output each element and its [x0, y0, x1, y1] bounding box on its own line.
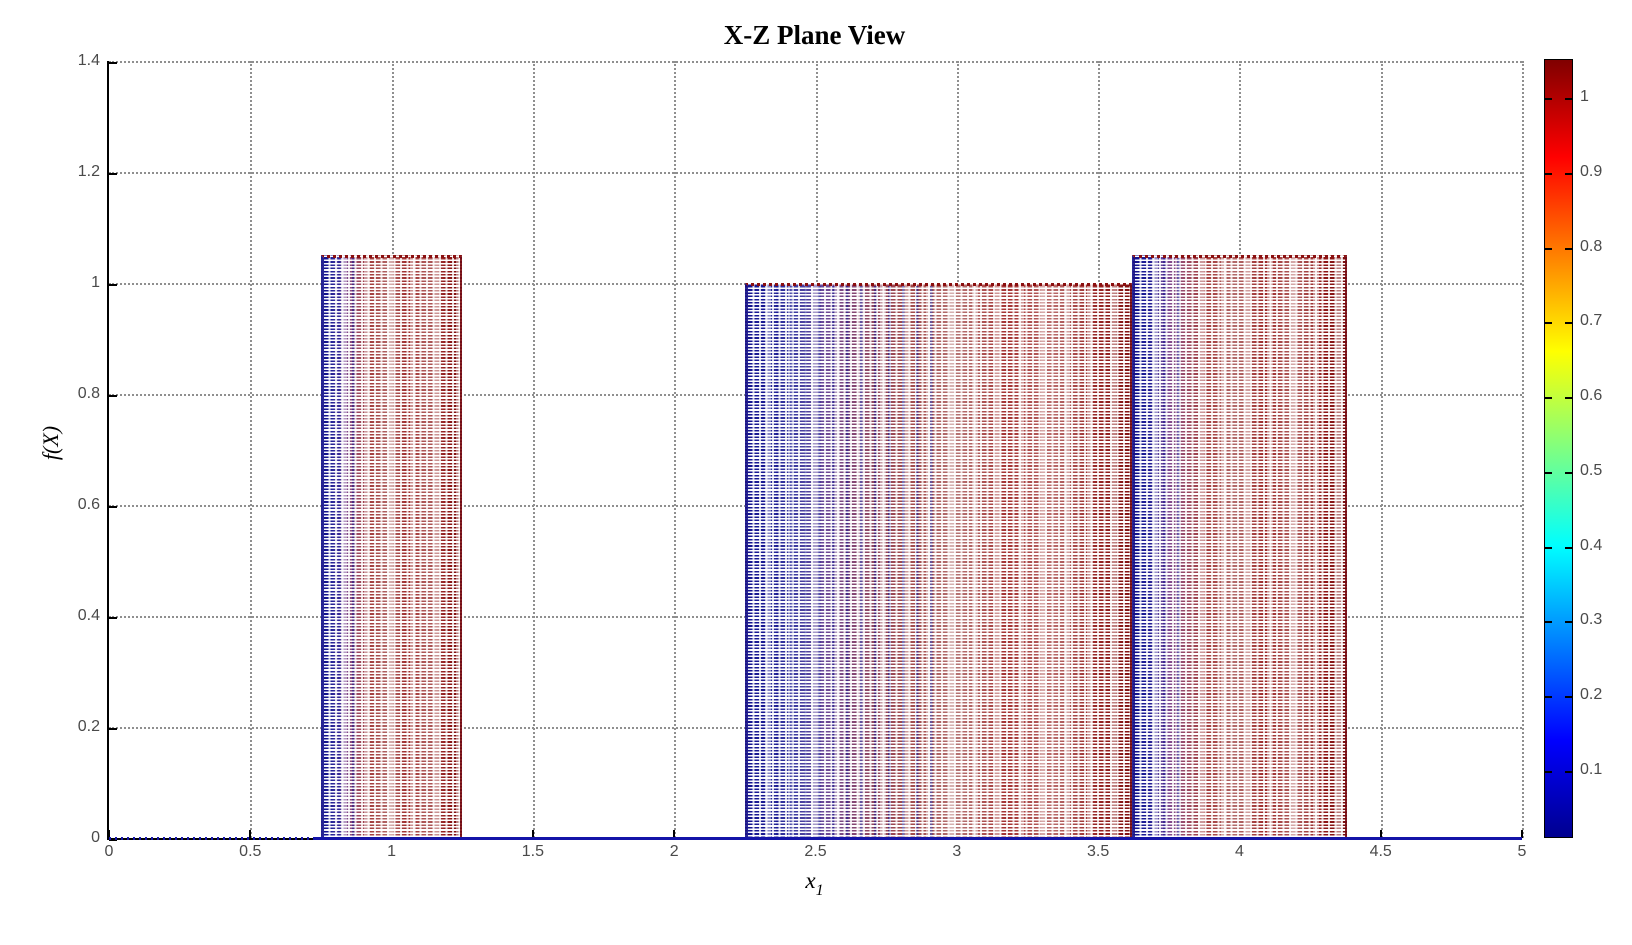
colorbar-tick-mark: [1545, 471, 1552, 474]
x-gridline: [1380, 61, 1383, 838]
y-tick-label: 1.4: [77, 52, 100, 69]
colorbar-tick-mark: [1545, 173, 1552, 176]
colorbar-tick-mark: [1565, 471, 1572, 474]
colorbar-tick-label: 0.6: [1580, 387, 1603, 405]
colorbar-tick-mark: [1565, 546, 1572, 549]
x-tick-label: 1: [387, 843, 397, 860]
y-tick-mark: [109, 62, 117, 64]
colorbar-tick-mark: [1545, 696, 1552, 699]
y-tick-mark: [109, 728, 117, 730]
colorbar-tick-mark: [1565, 696, 1572, 699]
y-tick-mark: [109, 284, 117, 286]
colorbar-tick-mark: [1545, 98, 1552, 101]
x-tick-mark: [249, 830, 252, 838]
y-tick-mark: [109, 839, 117, 841]
colorbar-tick-mark: [1565, 98, 1572, 101]
y-tick-label: 0.4: [77, 607, 100, 624]
mesh-block: [744, 283, 1132, 838]
x-axis-label-base: x: [805, 868, 816, 893]
x-tick-label: 2.5: [804, 843, 827, 860]
colorbar-tick-label: 0.2: [1580, 686, 1603, 704]
colorbar-tick-mark: [1545, 322, 1552, 325]
chart-title: X-Z Plane View: [723, 20, 906, 50]
x-axis-label-subscript: 1: [815, 882, 824, 899]
mesh-block-blue-stripes: [323, 258, 360, 838]
mesh-block-blue-stripes: [747, 286, 939, 838]
x-tick-mark: [108, 830, 110, 838]
y-axis-label: f(X): [38, 425, 64, 461]
colorbar-tick-mark: [1565, 173, 1572, 176]
x-tick-label: 4: [1234, 843, 1244, 860]
x-gridline: [532, 61, 535, 838]
x-tick-label: 0.5: [239, 843, 262, 860]
y-tick-label: 1: [91, 274, 100, 291]
mesh-block: [1132, 255, 1347, 838]
y-tick-label: 1.2: [77, 163, 100, 180]
colorbar-tick-label: 0.4: [1580, 536, 1603, 554]
x-tick-label: 4.5: [1369, 843, 1392, 860]
colorbar-tick-mark: [1545, 397, 1552, 400]
colorbar-tick-label: 0.8: [1580, 237, 1603, 255]
x-tick-mark: [1521, 830, 1523, 838]
colorbar-tick-mark: [1545, 546, 1552, 549]
colorbar-tick-mark: [1565, 621, 1572, 624]
x-tick-mark: [1379, 830, 1382, 838]
y-tick-mark: [109, 506, 117, 508]
x-tick-label: 0: [104, 843, 114, 860]
colorbar-tick-mark: [1565, 770, 1572, 773]
y-tick-mark: [109, 173, 117, 175]
x-tick-label: 3.5: [1086, 843, 1110, 860]
x-gridline: [1522, 61, 1524, 838]
colorbar-tick-label: 1: [1580, 88, 1589, 106]
x-tick-mark: [531, 830, 534, 838]
y-gridline: [109, 172, 1522, 174]
x-tick-label: 1.5: [521, 843, 545, 860]
x-tick-label: 2: [669, 843, 679, 860]
y-tick-label: 0.6: [77, 496, 100, 513]
y-tick-label: 0.2: [77, 718, 100, 735]
colorbar-tick-label: 0.5: [1580, 461, 1603, 479]
colorbar-tick-mark: [1545, 247, 1552, 250]
x-gridline: [674, 61, 677, 838]
mesh-block: [320, 255, 463, 838]
colorbar-tick-mark: [1545, 621, 1552, 624]
colorbar-tick-mark: [1545, 770, 1552, 773]
x-tick-mark: [673, 830, 676, 838]
colorbar-tick-mark: [1565, 322, 1572, 325]
plot-area: 0 0.5 1 1.5 2 2.5 3 3.5 4 4.5 5 0 0.2 0.4 0.6 0.8 1 1.2 1.…: [78, 52, 1527, 860]
mesh-block-blue-stripes: [1135, 258, 1186, 838]
y-tick-label: 0: [91, 829, 100, 846]
y-gridline: [109, 61, 1522, 63]
colorbar: 0.1 0.2 0.3 0.4 0.5 0.6 0.7 0.8 0.9 1: [1544, 59, 1602, 838]
x-gridline: [250, 61, 253, 838]
y-tick-label: 0.8: [77, 385, 100, 402]
x-tick-label: 3: [952, 843, 962, 860]
baseline-dotted: [109, 837, 316, 840]
colorbar-tick-label: 0.9: [1580, 163, 1603, 181]
colorbar-tick-label: 0.7: [1580, 312, 1603, 330]
baseline-solid: [315, 837, 1522, 840]
y-tick-mark: [109, 617, 117, 619]
colorbar-tick-label: 0.1: [1580, 760, 1603, 778]
colorbar-tick-mark: [1565, 397, 1572, 400]
colorbar-tick-mark: [1565, 247, 1572, 250]
colorbar-tick-label: 0.3: [1580, 611, 1603, 629]
y-tick-mark: [109, 395, 117, 397]
x-tick-label: 5: [1517, 843, 1527, 860]
x-axis-label: x1: [107, 868, 1522, 900]
